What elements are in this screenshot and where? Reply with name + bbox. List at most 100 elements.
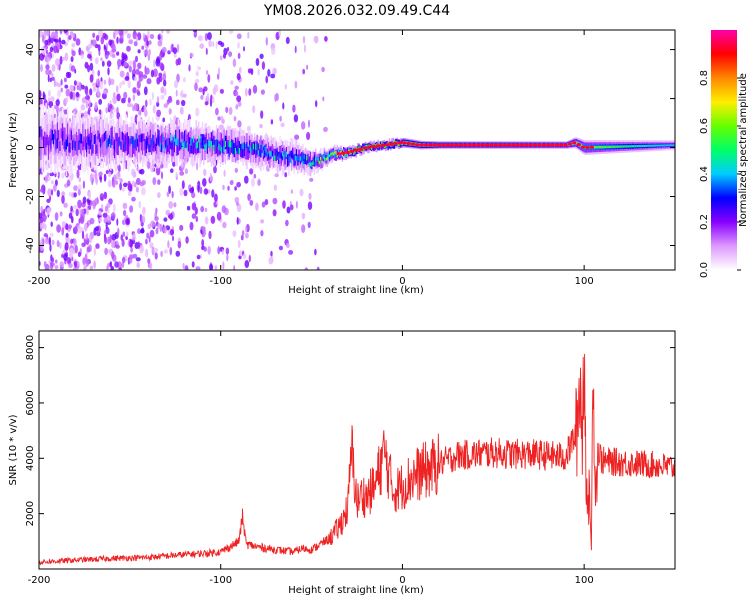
peak-mark [476,143,481,147]
band-mark [633,145,635,148]
noise-mark [69,91,73,100]
noise-mark [149,262,153,270]
noise-mark [247,193,251,201]
noise-mark [61,172,65,179]
noise-mark [132,253,138,259]
noise-mark [191,202,197,211]
noise-mark [186,205,191,211]
noise-mark [76,169,80,179]
band-mark [152,134,154,143]
band-mark [200,136,202,143]
noise-mark [71,43,76,48]
band-mark [92,130,94,151]
noise-mark [47,52,51,58]
peak-mark [467,143,472,147]
noise-mark [91,39,97,47]
noise-mark [163,88,167,96]
x-tick-label: 0 [399,276,405,287]
band-mark [634,145,636,148]
band-mark [289,150,291,163]
x-tick-label: -100 [209,575,232,586]
band-mark [256,149,258,155]
peak-mark [419,143,424,147]
noise-mark [142,214,146,223]
band-mark [159,142,162,150]
band-mark [261,143,263,166]
noise-mark [129,254,134,260]
noise-mark [128,60,134,66]
band-mark [168,137,171,146]
noise-mark [63,30,68,33]
band-mark [47,140,50,151]
band-mark [659,144,662,147]
noise-mark [205,70,209,75]
band-mark [204,137,206,152]
noise-mark [309,177,314,182]
band-mark [65,139,68,150]
band-mark [60,132,62,155]
band-mark [181,134,183,162]
peak-mark [389,142,394,146]
band-mark [234,137,237,151]
noise-mark [248,254,251,263]
noise-mark [69,247,75,256]
noise-mark [160,250,163,257]
peak-mark [532,143,538,147]
noise-mark [261,201,266,208]
noise-mark [70,205,73,212]
noise-mark [165,209,170,216]
noise-mark [106,265,109,270]
band-mark [116,133,118,142]
noise-mark [182,262,185,270]
noise-mark [97,91,101,97]
band-mark [130,135,132,144]
band-mark [608,145,611,149]
noise-mark [157,35,161,41]
band-mark [243,143,246,157]
band-mark [67,136,69,147]
band-mark [67,123,69,145]
band-mark [59,141,61,151]
noise-mark [239,66,242,74]
band-mark [292,152,294,159]
noise-mark [101,92,107,100]
band-mark [150,122,153,152]
band-mark [164,140,167,148]
noise-mark [195,216,198,223]
band-mark [625,145,627,148]
spectrogram-y-ticks: -40 -20 0 20 40 [25,43,675,254]
band-mark [184,141,186,148]
noise-mark [169,247,173,256]
noise-mark [79,216,85,224]
band-mark [120,131,122,150]
noise-mark [109,261,113,268]
noise-mark [129,239,134,248]
noise-mark [93,247,97,256]
noise-mark [42,186,45,195]
noise-mark [89,217,95,225]
band-mark [254,146,256,153]
noise-mark [189,53,194,58]
band-mark [176,138,178,146]
noise-mark [53,184,57,192]
noise-mark [155,227,159,235]
band-mark [271,150,274,157]
noise-mark [89,88,93,96]
band-mark [327,151,330,158]
noise-mark [44,237,49,245]
noise-mark [176,43,180,53]
x-tick-label: 100 [575,276,594,287]
peak-mark [502,143,507,147]
band-mark [298,149,300,161]
noise-mark [189,221,194,231]
noise-mark [202,227,205,236]
noise-mark [177,240,182,249]
colorbar: 0.0 0.2 0.4 0.6 0.8 Normalized spectral ampl… [699,30,749,278]
band-mark [176,140,178,156]
noise-mark [60,87,63,93]
noise-mark [127,97,131,104]
snr-x-axis-title: Height of straight line (km) [288,585,424,596]
noise-mark [53,45,58,54]
band-mark [154,143,157,151]
noise-mark [270,119,274,125]
